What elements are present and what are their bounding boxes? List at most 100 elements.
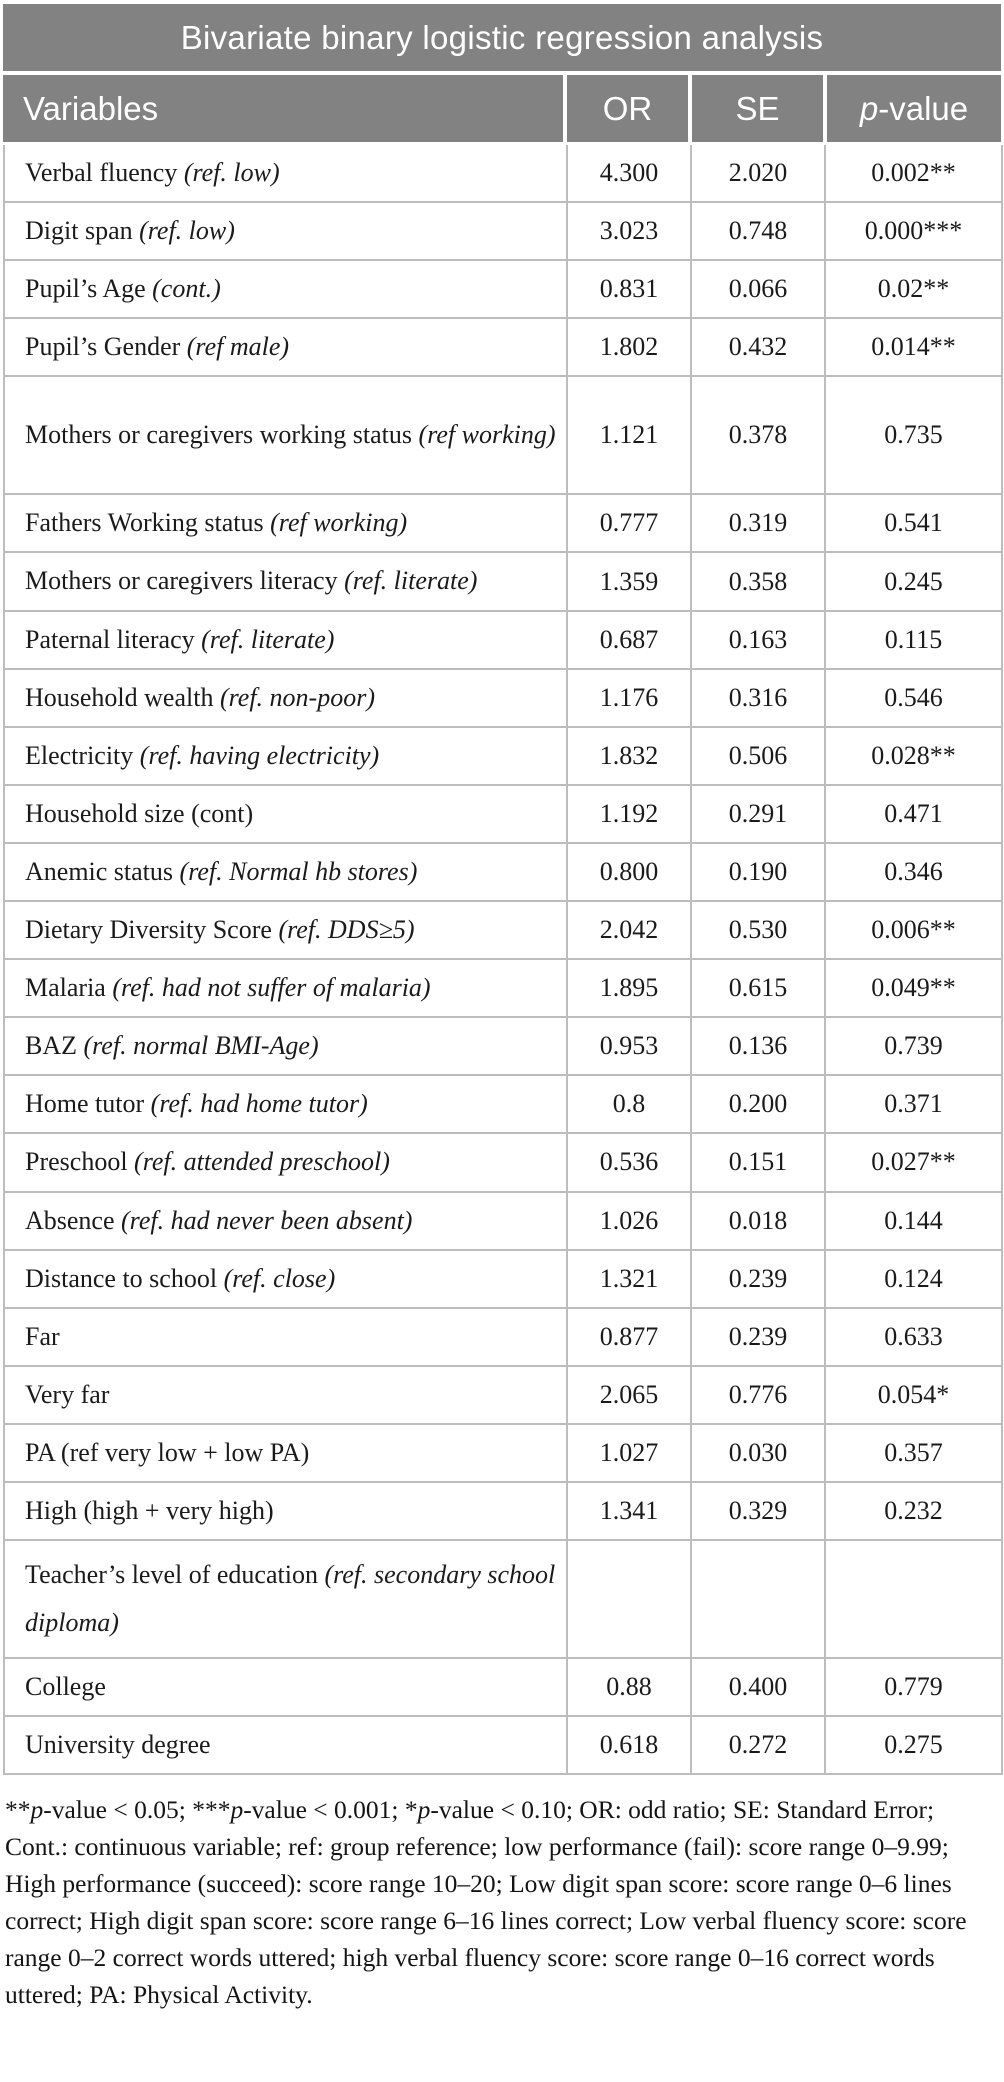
variable-cell: Paternal literacy (ref. literate): [3, 609, 568, 670]
p-value-cell: 0.02**: [824, 259, 1003, 320]
variable-name: BAZ: [25, 1031, 77, 1061]
variable-name: Verbal fluency: [25, 158, 178, 187]
p-value-cell: 0.275: [824, 1715, 1003, 1776]
variable-reference: (ref working): [418, 420, 556, 450]
table-row: Very far 2.065 0.776 0.054*: [3, 1364, 1003, 1425]
variable-cell: Mothers or caregivers literacy (ref. lit…: [3, 551, 568, 612]
se-cell: 0.272: [690, 1715, 826, 1776]
or-cell: 1.341: [566, 1480, 692, 1542]
footnote-segment-italic: p: [230, 1795, 244, 1825]
or-cell: 0.618: [566, 1715, 692, 1776]
variable-cell: Absence (ref. had never been absent): [3, 1190, 568, 1251]
column-header-label-italic: p: [859, 89, 879, 127]
variable-reference: (ref. Normal hb stores): [179, 856, 418, 886]
table-row: Malaria (ref. had not suffer of malaria)…: [3, 958, 1003, 1019]
or-cell: 1.121: [566, 375, 692, 496]
variable-cell: PA (ref very low + low PA): [3, 1422, 568, 1483]
variable-cell: Very far: [3, 1364, 568, 1425]
table-row: Distance to school (ref. close) 1.321 0.23…: [3, 1248, 1003, 1309]
variable-cell: Home tutor (ref. had home tutor): [3, 1074, 568, 1135]
variable-cell: Pupil’s Gender (ref male): [3, 317, 568, 378]
p-value-cell: 0.027**: [824, 1132, 1003, 1193]
p-value-cell: 0.346: [824, 841, 1003, 903]
variable-reference: (ref. literate): [344, 566, 478, 596]
or-cell: 0.831: [566, 259, 692, 320]
se-cell: 0.200: [690, 1074, 826, 1135]
table-row: High (high + very high) 1.341 0.329 0.232: [3, 1480, 1003, 1542]
se-cell: 2.020: [690, 145, 826, 204]
or-cell: 1.026: [566, 1190, 692, 1251]
variable-reference: (ref. DDS≥5): [278, 915, 415, 945]
se-cell: 0.615: [690, 958, 826, 1019]
p-value-cell: 0.014**: [824, 317, 1003, 378]
column-header-label-text: OR: [602, 89, 653, 127]
se-cell: 0.151: [690, 1132, 826, 1193]
variable-name: High (high + very high): [25, 1495, 274, 1525]
footnote-segment-text: ***: [192, 1795, 231, 1825]
table-row: Anemic status (ref. Normal hb stores) 0.8…: [3, 841, 1003, 903]
p-value-cell: 0.739: [824, 1016, 1003, 1077]
se-cell: 0.018: [690, 1190, 826, 1251]
variable-name: PA (ref very low + low PA): [25, 1437, 310, 1467]
se-cell: 0.378: [690, 375, 826, 496]
variable-name: Mothers or caregivers working status: [25, 420, 413, 450]
se-cell: 0.748: [690, 201, 826, 262]
or-cell: 1.359: [566, 551, 692, 612]
p-value-cell: 0.115: [824, 609, 1003, 670]
variable-name: Paternal literacy: [25, 624, 195, 654]
variable-cell: University degree: [3, 1715, 568, 1776]
table-footnote: **p-value < 0.05; ***p-value < 0.001; *p…: [3, 1791, 1001, 2013]
se-cell: 0.506: [690, 725, 826, 786]
variable-reference: (cont.): [152, 274, 221, 304]
table-row: College 0.88 0.400 0.779: [3, 1657, 1003, 1718]
or-cell: 1.802: [566, 317, 692, 378]
variable-name: College: [25, 1672, 106, 1702]
table-row: Fathers Working status (ref working) 0.77…: [3, 493, 1003, 554]
p-value-cell: 0.028**: [824, 725, 1003, 786]
variable-cell: Digit span (ref. low): [3, 201, 568, 262]
p-value-cell: 0.049**: [824, 958, 1003, 1019]
se-cell: 0.291: [690, 783, 826, 844]
or-cell: 0.877: [566, 1306, 692, 1367]
or-cell: 0.777: [566, 493, 692, 554]
variable-name: Household size (cont): [25, 798, 254, 828]
table-row: Mothers or caregivers working status (re…: [3, 375, 1003, 496]
variable-reference: (ref. attended preschool): [134, 1147, 390, 1177]
se-cell: [690, 1539, 826, 1660]
or-cell: 1.192: [566, 783, 692, 844]
table-row: Household wealth (ref. non-poor) 1.176 0.3…: [3, 667, 1003, 728]
variable-reference: (ref. having electricity): [139, 740, 380, 770]
variable-cell: High (high + very high): [3, 1480, 568, 1542]
table-row: BAZ (ref. normal BMI-Age) 0.953 0.136 0.739: [3, 1016, 1003, 1077]
variable-cell: Verbal fluency (ref. low): [3, 145, 568, 204]
variable-reference: (ref. had home tutor): [150, 1089, 368, 1119]
variable-name: Mothers or caregivers literacy: [25, 566, 338, 596]
variable-cell: Fathers Working status (ref working): [3, 493, 568, 554]
variable-name: Home tutor: [25, 1089, 145, 1119]
variable-name: Absence: [25, 1205, 115, 1235]
table-row: Household size (cont) 1.192 0.291 0.471: [3, 783, 1003, 844]
variable-reference: (ref. literate): [201, 624, 335, 654]
variable-reference: (ref. secondary school diploma): [25, 1559, 556, 1638]
se-cell: 0.530: [690, 900, 826, 961]
column-header-se: SE: [692, 75, 823, 142]
p-value-cell: 0.002**: [824, 145, 1003, 204]
footnote-segment-text: -value < 0.10; OR: odd ratio; SE: Standa…: [5, 1795, 967, 2010]
or-cell: 0.8: [566, 1074, 692, 1135]
p-value-cell: 0.054*: [824, 1364, 1003, 1425]
se-cell: 0.400: [690, 1657, 826, 1718]
se-cell: 0.066: [690, 259, 826, 320]
column-header-or: OR: [567, 75, 688, 142]
column-header-label-text: -value: [878, 89, 969, 127]
or-cell: 1.027: [566, 1422, 692, 1483]
se-cell: 0.239: [690, 1248, 826, 1309]
variable-name: University degree: [25, 1730, 211, 1760]
p-value-cell: 0.633: [824, 1306, 1003, 1367]
variable-name: Preschool: [25, 1147, 128, 1177]
table-title: Bivariate binary logistic regression ana…: [3, 4, 1001, 71]
p-value-cell: 0.357: [824, 1422, 1003, 1483]
se-cell: 0.316: [690, 667, 826, 728]
p-value-cell: 0.371: [824, 1074, 1003, 1135]
variable-name: Digit span: [25, 216, 133, 246]
table-row: Verbal fluency (ref. low) 4.300 2.020 0.002…: [3, 145, 1003, 204]
